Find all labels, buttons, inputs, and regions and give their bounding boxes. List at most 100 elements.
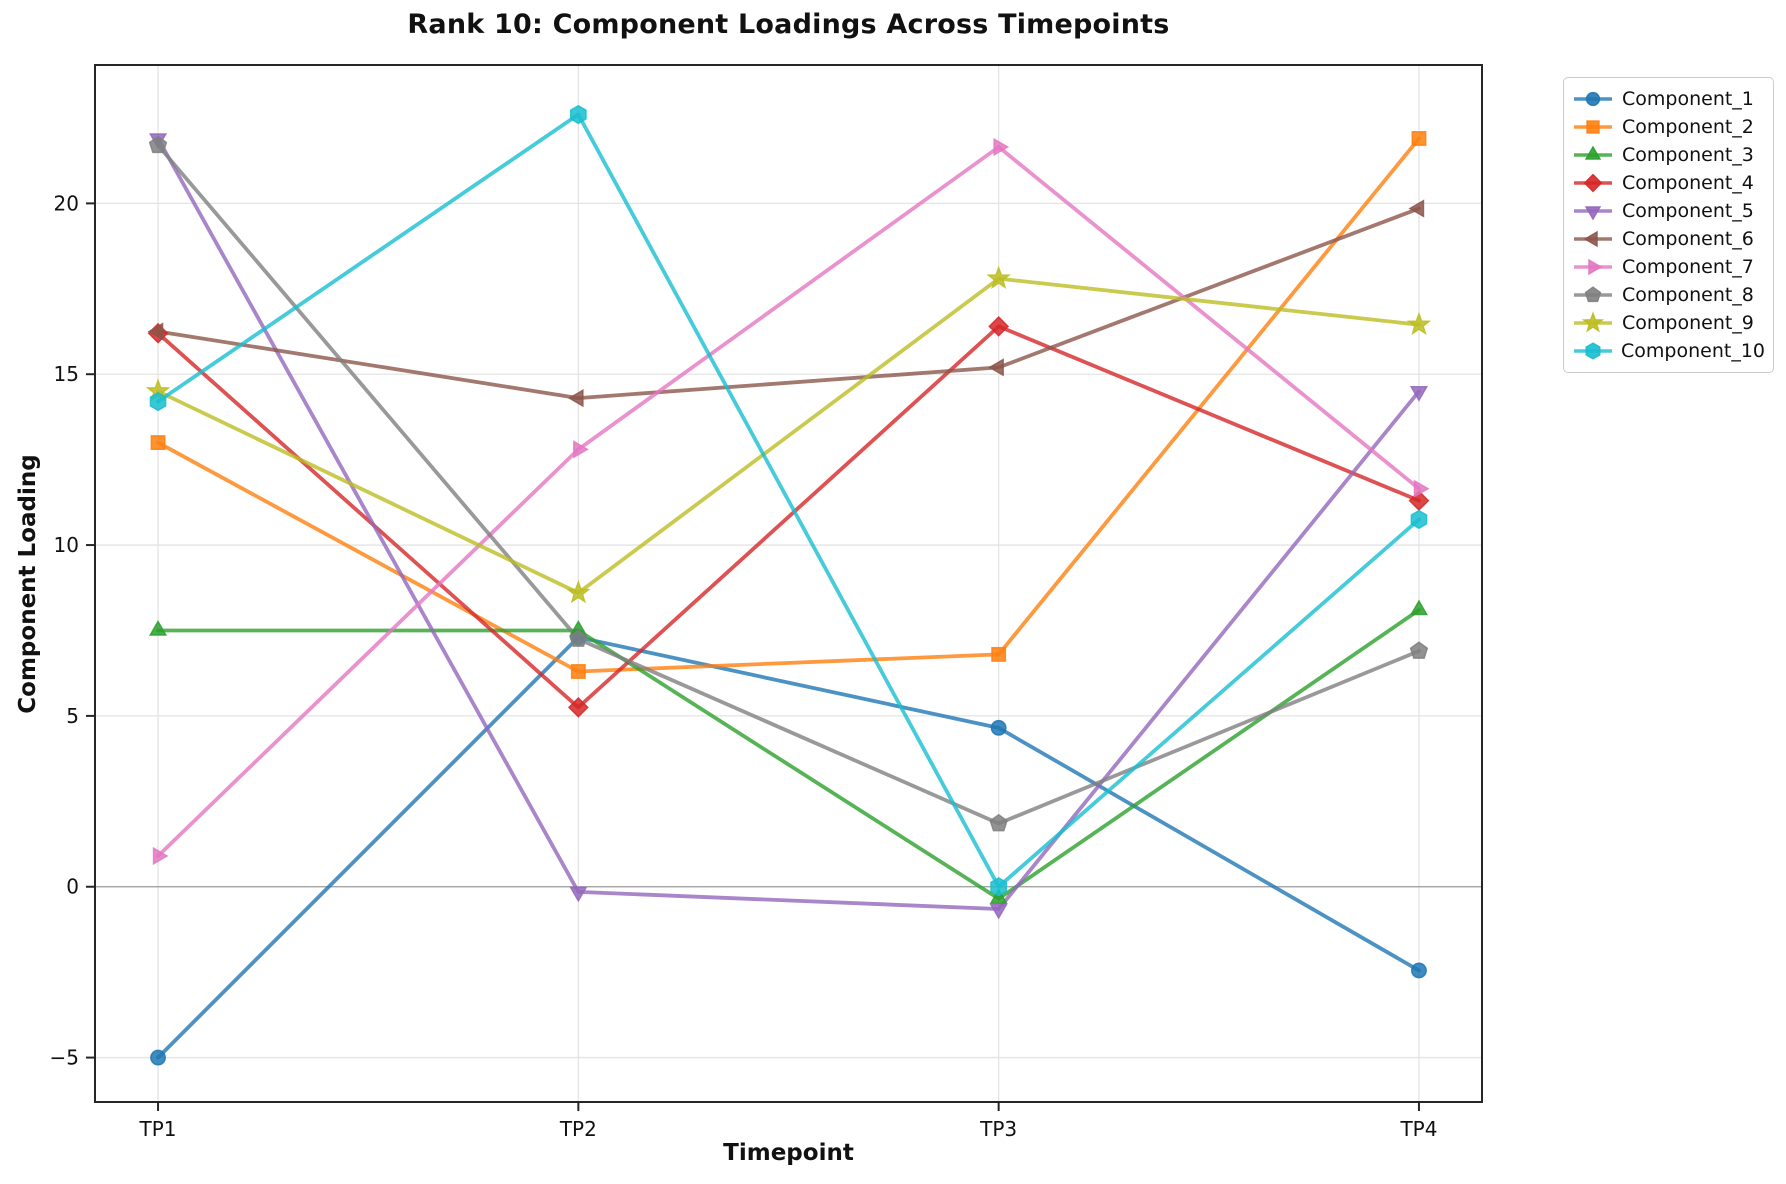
series-line-component_3 [156,608,1421,901]
triangle-right-marker-icon [993,137,1010,157]
hexagon-marker-icon [149,391,167,412]
legend: Component_1 Component_2 Component_3 Compone… [1563,77,1774,373]
pentagon-marker-icon [569,629,588,647]
square-marker-icon [1411,131,1427,146]
legend-label: Component_10 [1621,340,1765,363]
hexagon-marker-icon [1410,509,1428,530]
triangle-up-marker-icon [1584,145,1602,160]
triangle-down-marker-icon [1584,206,1602,221]
series-markers-component_8 [148,135,1429,832]
triangle-left-marker-icon [988,358,1004,377]
series-line-component_1 [156,635,1421,1060]
y-tick-label: 5 [66,704,79,728]
y-tick-label: 0 [66,875,79,899]
hexagon-marker-icon [1585,342,1601,361]
triangle-down-marker-icon [569,886,588,903]
series-markers-component_3 [148,599,1429,904]
legend-item-component_10: Component_10 [1572,338,1765,365]
square-marker-icon [150,435,166,451]
series-line-component_4 [156,324,1421,710]
legend-item-component_7: Component_7 [1572,254,1765,281]
series-line-component_10 [156,112,1421,889]
circle-marker-icon [990,719,1007,736]
pentagon-marker-icon [989,813,1008,832]
x-axis-label: Timepoint [723,1140,854,1166]
y-tick-label: 10 [54,533,79,557]
legend-item-component_8: Component_8 [1572,282,1765,309]
series-markers-component_5 [148,133,1429,920]
square-marker-icon [1586,119,1600,134]
pentagon-marker-icon [148,135,168,154]
circle-marker-icon [150,1049,166,1066]
legend-sample-triangle-up-icon [1574,145,1612,160]
chart-title: Rank 10: Component Loadings Across Timep… [407,9,1170,40]
series-line-component_5 [156,136,1421,911]
legend-item-component_9: Component_9 [1572,310,1765,337]
series-markers-component_2 [150,131,1427,679]
legend-sample-diamond-icon [1574,173,1612,193]
legend-label: Component_4 [1622,171,1754,194]
y-axis-label: Component Loading [15,454,41,714]
triangle-down-marker-icon [989,903,1008,920]
x-tick-label: TP2 [559,1117,597,1141]
diamond-marker-icon [567,696,589,718]
legend-label: Component_5 [1622,199,1754,222]
legend-item-component_1: Component_1 [1572,85,1765,112]
square-marker-icon [991,646,1007,662]
series-markers-component_7 [152,137,1430,866]
triangle-left-marker-icon [567,389,584,408]
triangle-up-marker-icon [148,619,168,636]
legend-sample-pentagon-icon [1574,286,1612,303]
legend-sample-circle-icon [1574,91,1612,106]
y-tick-label: 15 [54,362,79,386]
legend-label: Component_9 [1622,312,1754,335]
hexagon-marker-icon [569,104,587,125]
pentagon-marker-icon [1584,286,1602,303]
series-line-component_8 [156,143,1421,826]
series-line-component_7 [156,145,1421,858]
triangle-left-marker-icon [147,322,164,341]
legend-label: Component_1 [1622,87,1754,110]
plot-frame [94,64,1483,1103]
legend-item-component_4: Component_4 [1572,169,1765,196]
triangle-right-marker-icon [1588,258,1603,276]
star-marker-icon [566,579,591,604]
legend-label: Component_8 [1622,284,1754,307]
pentagon-marker-icon [1409,641,1429,659]
legend-item-component_5: Component_5 [1572,197,1765,224]
diamond-marker-icon [988,315,1010,337]
legend-item-component_2: Component_2 [1572,113,1765,140]
series-line-component_6 [156,206,1421,401]
legend-item-component_6: Component_6 [1572,226,1765,253]
triangle-right-marker-icon [1413,479,1430,498]
series-markers-component_10 [149,104,1428,897]
legend-sample-triangle-left-icon [1574,230,1612,248]
triangle-left-marker-icon [1408,199,1425,218]
series-markers-component_6 [147,199,1425,408]
x-tick-label: TP3 [979,1117,1017,1141]
legend-label: Component_3 [1622,143,1754,166]
star-marker-icon [1406,311,1432,336]
triangle-up-marker-icon [1409,599,1429,616]
triangle-down-marker-icon [1409,386,1429,402]
triangle-left-marker-icon [1583,230,1598,248]
series-line-component_2 [156,136,1421,674]
circle-marker-icon [1585,91,1601,106]
star-marker-icon [1581,311,1605,333]
x-tick-label: TP1 [139,1117,177,1141]
legend-sample-square-icon [1574,119,1612,134]
legend-sample-hexagon-icon [1574,342,1612,361]
legend-sample-star-icon [1574,311,1612,333]
triangle-right-marker-icon [152,846,169,866]
legend-label: Component_6 [1622,228,1754,251]
series-line-component_9 [156,276,1421,595]
triangle-up-marker-icon [989,888,1008,904]
legend-label: Component_2 [1622,115,1754,138]
series-markers-component_1 [150,629,1427,1066]
star-marker-icon [986,265,1011,290]
legend-sample-triangle-right-icon [1574,258,1612,276]
circle-marker-icon [1411,962,1427,979]
legend-item-component_3: Component_3 [1572,141,1765,168]
